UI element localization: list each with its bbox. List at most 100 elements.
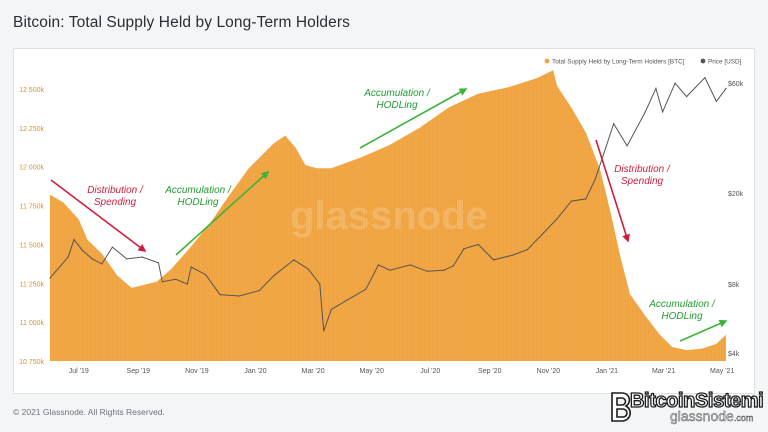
lth-supply-area <box>50 70 726 362</box>
brand-suffix: .com <box>733 413 754 423</box>
price-point <box>493 259 495 261</box>
price-point <box>82 250 84 252</box>
x-tick: Nov '19 <box>185 368 209 375</box>
price-point <box>644 111 646 113</box>
annotation-arrow <box>50 179 147 252</box>
price-point <box>556 218 558 220</box>
price-point <box>725 87 727 89</box>
legend-price-swatch <box>700 58 706 64</box>
right-y-tick: $20k <box>728 191 744 198</box>
lth-bar-texture <box>51 61 726 361</box>
price-point <box>101 263 103 265</box>
price-point <box>346 299 348 301</box>
x-tick: Mar '21 <box>652 368 675 375</box>
price-point <box>49 277 51 279</box>
watermark: glassnode <box>290 194 488 238</box>
price-point <box>323 330 325 332</box>
x-tick: Nov '20 <box>537 368 561 375</box>
price-point <box>377 264 379 266</box>
right-y-tick: $60k <box>728 81 744 88</box>
price-point <box>463 248 465 250</box>
brand-name: BitcoinSistemi <box>629 389 764 412</box>
price-point <box>157 262 160 264</box>
price-point <box>238 295 240 297</box>
price-point <box>293 259 295 261</box>
price-point <box>319 283 321 285</box>
left-y-tick: 11 750k <box>20 204 45 211</box>
price-point <box>330 308 332 311</box>
price-point <box>111 246 113 248</box>
price-point <box>273 275 275 277</box>
annotation-arrow <box>175 170 270 256</box>
price-point <box>389 269 391 271</box>
price-point <box>594 178 597 180</box>
x-tick: May '20 <box>360 368 384 375</box>
price-point <box>91 258 93 260</box>
chart-title: Bitcoin: Total Supply Held by Long-Term … <box>13 14 350 31</box>
brand-sub-text: glassnode <box>670 408 734 424</box>
annotation-arrow <box>359 88 468 149</box>
left-y-tick: 10 750k <box>19 359 44 366</box>
x-tick: Jul '20 <box>420 368 440 375</box>
price-point <box>674 82 676 84</box>
x-tick: Jan '21 <box>596 368 618 375</box>
price-point <box>409 264 411 266</box>
price-point <box>613 123 615 125</box>
price-point <box>570 200 573 202</box>
annotation-arrow <box>679 319 728 342</box>
left-y-tick: 12 000k <box>19 165 44 172</box>
x-tick: Mar '20 <box>302 368 325 375</box>
price-point <box>426 270 428 272</box>
x-tick: Sep '20 <box>478 368 502 375</box>
brand-sub: glassnode.com <box>670 408 754 424</box>
price-line <box>49 76 727 332</box>
price-point <box>477 243 479 246</box>
price-point <box>190 266 192 268</box>
left-y-tick: 11 000k <box>20 320 45 327</box>
annotation-label: Accumulation / HODLing <box>648 299 716 322</box>
price-point <box>655 87 657 89</box>
price-point <box>307 268 309 270</box>
right-y-tick: $4k <box>728 351 740 358</box>
right-y-tick: $8k <box>728 282 740 289</box>
bitcoin-b-icon <box>611 392 631 422</box>
x-tick: Jul '19 <box>69 368 89 375</box>
annotation-label: Accumulation / HODLing <box>164 185 232 208</box>
annotation-arrow <box>595 139 630 243</box>
price-point <box>67 256 69 258</box>
price-point <box>175 278 177 280</box>
price-point <box>662 111 664 113</box>
price-point <box>73 239 75 241</box>
legend-lth-swatch <box>544 58 550 64</box>
price-point <box>541 234 543 236</box>
price-point <box>205 274 207 276</box>
brand-logo: BitcoinSistemi glassnode.com <box>606 388 764 428</box>
price-point <box>186 283 188 285</box>
left-y-tick: 12 500k <box>19 87 44 94</box>
price-point <box>161 281 163 283</box>
annotation-label: Accumulation / HODLing <box>363 88 431 111</box>
x-tick: May '21 <box>710 368 734 375</box>
price-point <box>686 96 688 98</box>
price-point <box>443 269 445 271</box>
legend: Total Supply Held by Long-Term Holders [… <box>544 58 742 66</box>
price-point <box>219 294 221 296</box>
copyright-footer: © 2021 Glassnode. All Rights Reserved. <box>13 407 165 417</box>
left-y-tick: 12 250k <box>19 126 44 133</box>
price-point <box>526 249 528 251</box>
price-point <box>126 258 128 260</box>
price-point <box>715 100 718 102</box>
annotation-label: Distribution / Spending <box>87 185 144 208</box>
price-point <box>452 265 454 267</box>
legend-price-label: Price [USD] <box>708 59 742 66</box>
price-point <box>258 290 260 292</box>
price-point <box>626 145 628 147</box>
annotation-label: Distribution / Spending <box>614 164 671 187</box>
price-point <box>141 256 143 258</box>
price-point <box>585 198 587 200</box>
left-y-tick: 11 250k <box>20 281 45 288</box>
x-tick: Jan '20 <box>244 368 266 375</box>
x-tick: Sep '19 <box>127 368 151 375</box>
chart-svg: glassnode 12 500k 12 250k 12 000k 11 750k 11… <box>19 58 744 376</box>
price-point <box>704 77 706 79</box>
